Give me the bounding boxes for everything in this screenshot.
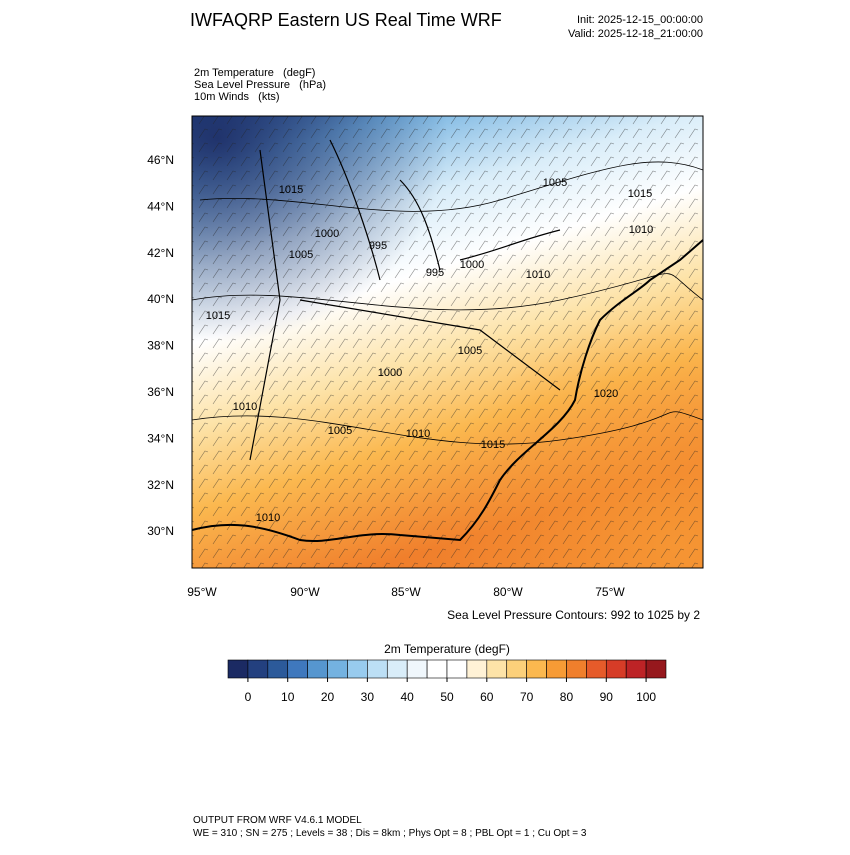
contour-label: 1000 [378, 367, 402, 379]
colorbar: 0 10 20 30 40 50 60 70 80 90 100 [227, 659, 667, 704]
color-box [526, 659, 547, 679]
contour-label: 1010 [406, 428, 430, 440]
contour-label: 1010 [526, 269, 550, 281]
init-time: Init: 2025-12-15_00:00:00 [577, 14, 703, 26]
contour-label: 1010 [256, 512, 280, 524]
field-name: 2m Temperature (degF) [194, 67, 315, 79]
colorbar-tick-label: 40 [401, 690, 415, 704]
contour-label: 995 [426, 267, 444, 279]
boundaries [249, 139, 561, 461]
contour-label: 1010 [233, 401, 257, 413]
color-box [466, 659, 488, 679]
contour-label: 1010 [629, 224, 653, 236]
contour-label: 1005 [289, 249, 313, 261]
footer-line: WE = 310 ; SN = 275 ; Levels = 38 ; Dis … [193, 828, 587, 839]
color-box [287, 659, 308, 679]
lat-label: 38°N [147, 339, 174, 353]
valid-time: Valid: 2025-12-18_21:00:00 [568, 28, 703, 40]
contour-label: 1015 [628, 188, 652, 200]
field-name: Sea Level Pressure (hPa) [194, 79, 326, 91]
color-box [586, 659, 607, 679]
color-box [426, 659, 448, 679]
lon-label: 75°W [595, 585, 625, 599]
contour-label: 1005 [458, 345, 482, 357]
color-box [247, 659, 269, 679]
color-box [327, 659, 348, 679]
lon-label: 90°W [290, 585, 320, 599]
coastline [191, 239, 704, 542]
field-name: 10m Winds (kts) [194, 91, 280, 103]
colorbar-tick-label: 90 [600, 690, 614, 704]
color-box [386, 659, 408, 679]
color-box [347, 659, 368, 679]
contour-label: 1000 [315, 228, 339, 240]
contour-label: 1020 [594, 388, 618, 400]
lon-label: 80°W [493, 585, 523, 599]
pressure-contours [191, 161, 704, 445]
lon-label: 85°W [391, 585, 421, 599]
color-box [625, 659, 647, 679]
contour-label: 995 [369, 240, 387, 252]
footer-line: OUTPUT FROM WRF V4.6.1 MODEL [193, 815, 362, 826]
colorbar-tick-label: 80 [560, 690, 574, 704]
color-box [645, 659, 667, 679]
color-box [267, 659, 289, 679]
colorbar-tick-label: 30 [361, 690, 375, 704]
lat-label: 42°N [147, 246, 174, 260]
colorbar-tick-label: 100 [636, 690, 656, 704]
contour-label: 1005 [328, 425, 352, 437]
lat-label: 44°N [147, 199, 174, 213]
lon-label: 95°W [187, 585, 217, 599]
color-box [307, 659, 328, 679]
color-box [406, 659, 428, 679]
contour-label: 1015 [481, 439, 505, 451]
colorbar-title: 2m Temperature (degF) [384, 642, 510, 656]
color-box [546, 659, 567, 679]
lat-label: 30°N [147, 524, 174, 538]
contour-label: 1005 [543, 177, 567, 189]
lat-label: 46°N [147, 153, 174, 167]
contour-label: 1000 [460, 259, 484, 271]
map-frame [191, 115, 704, 569]
lat-label: 34°N [147, 431, 174, 445]
lat-label: 36°N [147, 385, 174, 399]
colorbar-tick-label: 60 [480, 690, 494, 704]
colorbar-tick-label: 0 [245, 690, 252, 704]
lat-label: 40°N [147, 292, 174, 306]
color-box [605, 659, 627, 679]
map [191, 115, 704, 569]
title: IWFAQRP Eastern US Real Time WRF [190, 10, 502, 30]
map-labels: 46°N 44°N 42°N 40°N 38°N 36°N 34°N 32°N 30°N 95°W… [147, 153, 653, 599]
color-box [506, 659, 527, 679]
field-list: 2m Temperature (degF)Sea Level Pressure … [194, 67, 326, 103]
color-box [566, 659, 587, 679]
wind-barbs [192, 116, 703, 568]
color-box [227, 659, 249, 679]
colorbar-tick-label: 70 [520, 690, 534, 704]
colorbar-tick-label: 20 [321, 690, 335, 704]
contour-label: 1015 [279, 184, 303, 196]
contour-label: 1015 [206, 310, 230, 322]
color-box [446, 659, 468, 679]
lat-label: 32°N [147, 478, 174, 492]
contour-note: Sea Level Pressure Contours: 992 to 1025… [447, 608, 700, 622]
color-box [486, 659, 508, 679]
color-box [367, 659, 388, 679]
colorbar-tick-label: 10 [281, 690, 295, 704]
colorbar-tick-label: 50 [440, 690, 454, 704]
